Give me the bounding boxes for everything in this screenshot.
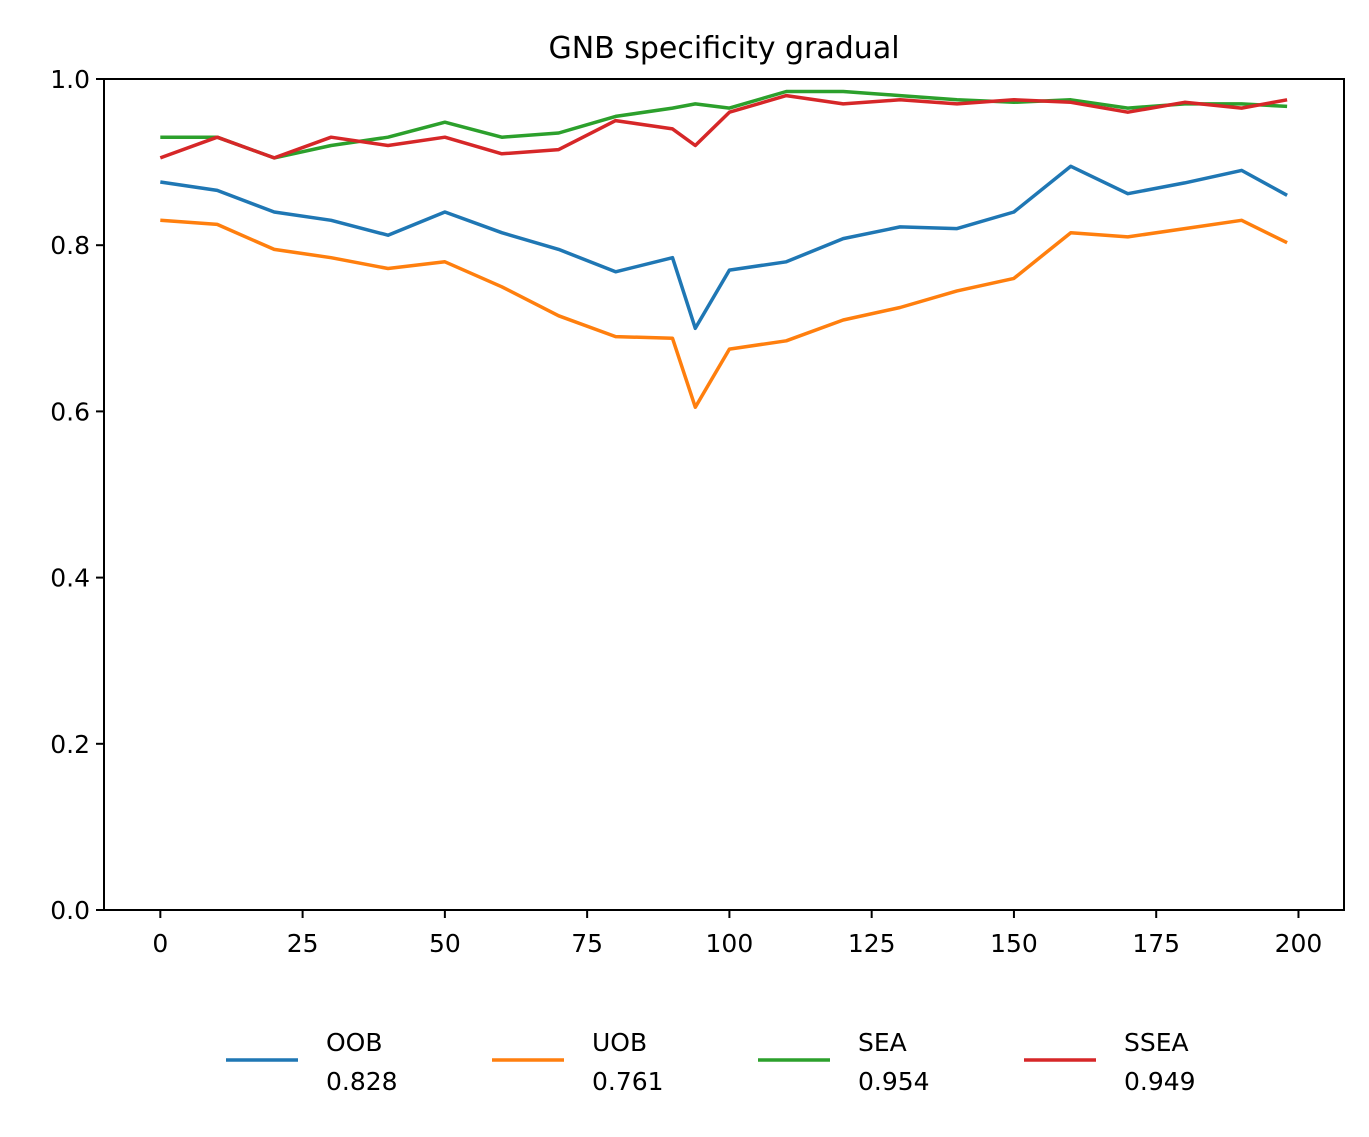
series-line-uob xyxy=(160,218,1288,409)
legend-item-oob: OOB 0.828 xyxy=(226,1028,398,1096)
legend-label: UOB xyxy=(592,1028,647,1057)
x-tick-label: 150 xyxy=(990,929,1038,958)
legend-value: 0.761 xyxy=(592,1067,664,1096)
plot-frame xyxy=(103,78,1345,911)
legend-value: 0.828 xyxy=(326,1067,398,1096)
x-axis: 0 25 50 75 100 125 150 175 200 xyxy=(152,910,1322,958)
y-tick-label: 0.4 xyxy=(50,564,90,593)
x-tick-label: 0 xyxy=(152,929,168,958)
y-tick-label: 0.2 xyxy=(50,730,90,759)
legend-value: 0.949 xyxy=(1124,1067,1196,1096)
x-tick-label: 100 xyxy=(706,929,754,958)
legend-item-sea: SEA 0.954 xyxy=(758,1028,930,1096)
legend-value: 0.954 xyxy=(858,1067,930,1096)
x-tick-label: 25 xyxy=(287,929,319,958)
legend-label: SEA xyxy=(858,1028,907,1057)
chart-title: GNB specificity gradual xyxy=(548,31,899,66)
y-tick-label: 1.0 xyxy=(50,65,90,94)
legend-item-uob: UOB 0.761 xyxy=(492,1028,664,1096)
x-tick-label: 50 xyxy=(429,929,461,958)
y-tick-label: 0.8 xyxy=(50,231,90,260)
series-line-oob xyxy=(160,164,1288,331)
y-tick-label: 0.0 xyxy=(50,896,90,925)
x-tick-label: 200 xyxy=(1275,929,1323,958)
x-tick-label: 75 xyxy=(571,929,603,958)
x-tick-label: 125 xyxy=(848,929,896,958)
x-tick-label: 175 xyxy=(1132,929,1180,958)
legend: OOB 0.828 UOB 0.761 SEA 0.954 SSEA 0.949 xyxy=(226,1028,1196,1096)
y-axis: 0.0 0.2 0.4 0.6 0.8 1.0 xyxy=(50,65,104,925)
y-tick-label: 0.6 xyxy=(50,397,90,426)
legend-label: OOB xyxy=(326,1028,383,1057)
series-line-ssea xyxy=(159,93,1288,160)
plot-lines xyxy=(159,89,1288,409)
legend-item-ssea: SSEA 0.949 xyxy=(1024,1028,1196,1096)
legend-label: SSEA xyxy=(1124,1028,1189,1057)
